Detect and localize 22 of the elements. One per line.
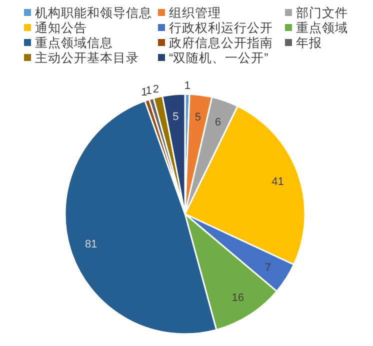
- data-label: 41: [272, 176, 284, 188]
- data-label: 1: [141, 86, 148, 99]
- data-label: 1: [184, 80, 191, 92]
- legend-label: 重点领域信息: [35, 36, 113, 50]
- data-label: 5: [194, 111, 202, 124]
- legend-label: 政府信息公开指南: [169, 35, 273, 50]
- legend-label: “双随机、一公开”: [169, 51, 268, 65]
- data-label: 16: [232, 292, 244, 304]
- data-label: 81: [84, 238, 98, 250]
- data-label: 1: [146, 85, 152, 98]
- legend-label: 重点领域: [296, 21, 348, 35]
- legend-label: 部门文件: [296, 5, 348, 20]
- legend-label: 主动公开基本目录: [35, 50, 139, 65]
- legend-label: 组织管理: [169, 6, 221, 20]
- legend-label: 年报: [296, 36, 322, 50]
- data-label: 2: [152, 83, 160, 96]
- legend-label: 通知公告: [35, 21, 87, 35]
- data-label: 5: [172, 111, 179, 124]
- data-label: 7: [264, 262, 272, 274]
- data-label: 6: [214, 116, 221, 128]
- legend-label: 机构职能和领导信息: [35, 6, 152, 20]
- legend-label: 行政权利运行公开: [169, 21, 273, 35]
